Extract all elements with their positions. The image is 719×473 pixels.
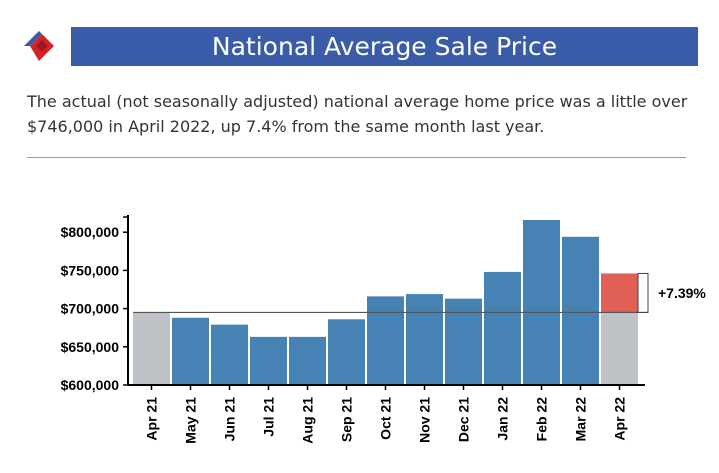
x-tick-label: May 21 <box>183 397 199 444</box>
bar-oct-21 <box>367 296 404 385</box>
bar-jun-21 <box>211 324 248 385</box>
bar-may-21 <box>172 317 209 385</box>
y-tick-label: $600,000 <box>61 377 120 393</box>
x-tick-label: Feb 22 <box>534 397 550 442</box>
y-tick-label: $750,000 <box>61 262 120 278</box>
x-tick-label: Aug 21 <box>300 397 316 444</box>
divider <box>27 157 686 158</box>
change-annotation: +7.39% <box>658 285 706 301</box>
y-tick-label: $800,000 <box>61 224 120 240</box>
page-title: National Average Sale Price <box>71 27 698 66</box>
x-tick-label: Sep 21 <box>339 397 355 442</box>
bar-increase-apr-22 <box>601 273 638 313</box>
bar-aug-21 <box>289 336 326 385</box>
bar-dec-21 <box>445 298 482 385</box>
x-tick-label: Jan 22 <box>495 397 511 441</box>
bar-feb-22 <box>523 219 560 385</box>
change-bracket <box>637 272 649 313</box>
intro-text: The actual (not seasonally adjusted) nat… <box>27 92 688 136</box>
x-tick-label: Apr 22 <box>612 397 628 441</box>
y-tick-label: $700,000 <box>61 301 120 317</box>
x-tick-label: Jul 21 <box>261 397 277 437</box>
y-tick-label: $650,000 <box>61 339 120 355</box>
x-tick-label: Jun 21 <box>222 397 238 442</box>
x-tick-label: Dec 21 <box>456 397 472 442</box>
bar-apr-21 <box>133 312 170 385</box>
x-tick-label: Nov 21 <box>417 397 433 443</box>
x-tick-label: Mar 22 <box>573 397 589 442</box>
bar-sep-21 <box>328 319 365 385</box>
bar-base-apr-22 <box>601 312 638 385</box>
bar-mar-22 <box>562 236 599 385</box>
bar-jan-22 <box>484 271 521 385</box>
brand-logo <box>24 31 54 61</box>
bar-jul-21 <box>250 336 287 385</box>
x-tick-label: Oct 21 <box>378 397 394 440</box>
x-tick-label: Apr 21 <box>144 397 160 441</box>
bar-nov-21 <box>406 294 443 385</box>
